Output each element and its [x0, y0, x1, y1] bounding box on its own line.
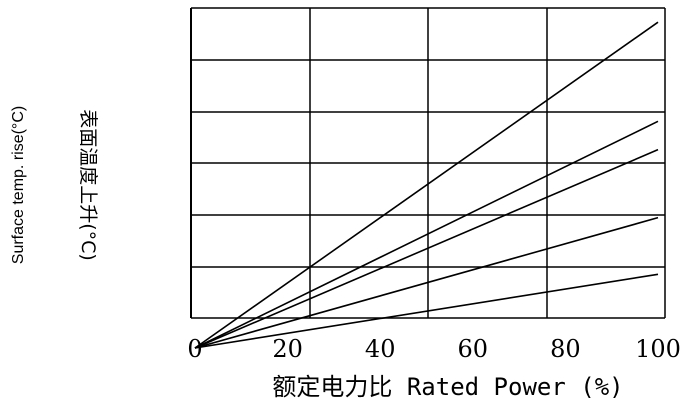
series-line-5 [194, 273, 659, 349]
x-tick-label-60: 60 [458, 335, 489, 363]
series-lines [194, 21, 659, 349]
y-axis-label-cn: 表面温度上升(°C) [77, 109, 99, 261]
series-line-4 [194, 216, 659, 349]
x-tick-label-100: 100 [635, 335, 681, 363]
x-tick-label-0: 0 [187, 335, 202, 363]
grid [190, 7, 666, 319]
x-tick-label-40: 40 [365, 335, 396, 363]
y-axis-label-en: Surface temp. rise(°C) [10, 106, 27, 264]
x-tick-label-80: 80 [550, 335, 581, 363]
x-tick-labels: 0 20 40 60 80 100 [187, 335, 681, 363]
series-line-3 [194, 148, 659, 349]
x-axis-label: 额定电力比 Rated Power (%) [272, 373, 623, 401]
series-line-2 [194, 120, 659, 349]
series-line-1 [194, 21, 659, 349]
x-tick-label-20: 20 [272, 335, 303, 363]
